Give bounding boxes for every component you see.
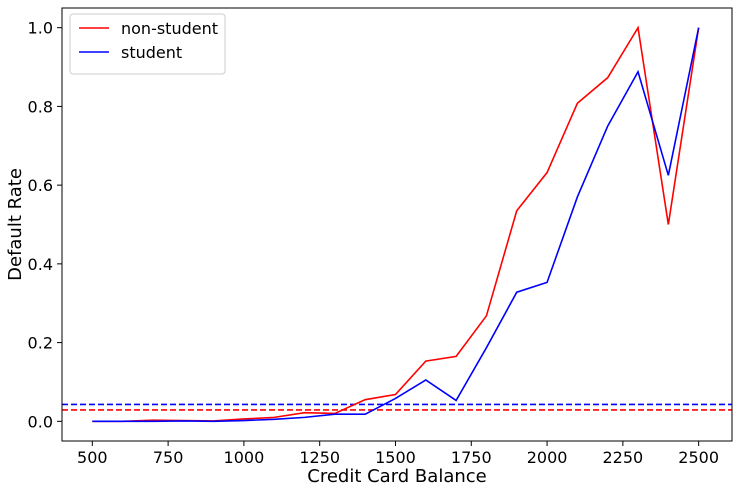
y-axis-label: Default Rate — [5, 168, 26, 281]
x-tick-label: 500 — [77, 448, 108, 467]
x-tick-label: 750 — [153, 448, 184, 467]
x-tick-label: 1250 — [299, 448, 340, 467]
y-tick-label: 0.8 — [28, 97, 53, 116]
x-tick-label: 1000 — [224, 448, 265, 467]
y-tick-label: 0.4 — [28, 255, 53, 274]
x-tick-label: 1750 — [451, 448, 492, 467]
student-legend-label: student — [121, 43, 182, 62]
y-tick-label: 0.2 — [28, 334, 53, 353]
legend-box — [69, 13, 226, 75]
x-tick-label: 2500 — [678, 448, 719, 467]
x-tick-label: 2000 — [527, 448, 568, 467]
reference-lines — [62, 403, 732, 411]
student-series-line — [92, 27, 700, 423]
legend: non-student student — [69, 13, 226, 75]
series-lines — [92, 25, 700, 423]
non-student-legend-label: non-student — [121, 19, 218, 38]
x-tick-label: 2250 — [603, 448, 644, 467]
y-tick-label: 0.6 — [28, 176, 53, 195]
y-tick-label: 0.0 — [28, 412, 53, 431]
non-student-series-line — [92, 25, 700, 423]
plot-frame — [61, 7, 733, 442]
x-axis-label: Credit Card Balance — [307, 466, 486, 487]
x-axis-ticks: 500 750 1000 1250 1500 1750 2000 2250 2500 — [77, 441, 719, 467]
y-axis-ticks: 0.0 0.2 0.4 0.6 0.8 1.0 — [28, 19, 62, 431]
x-tick-label: 1500 — [375, 448, 416, 467]
y-tick-label: 1.0 — [28, 19, 53, 38]
